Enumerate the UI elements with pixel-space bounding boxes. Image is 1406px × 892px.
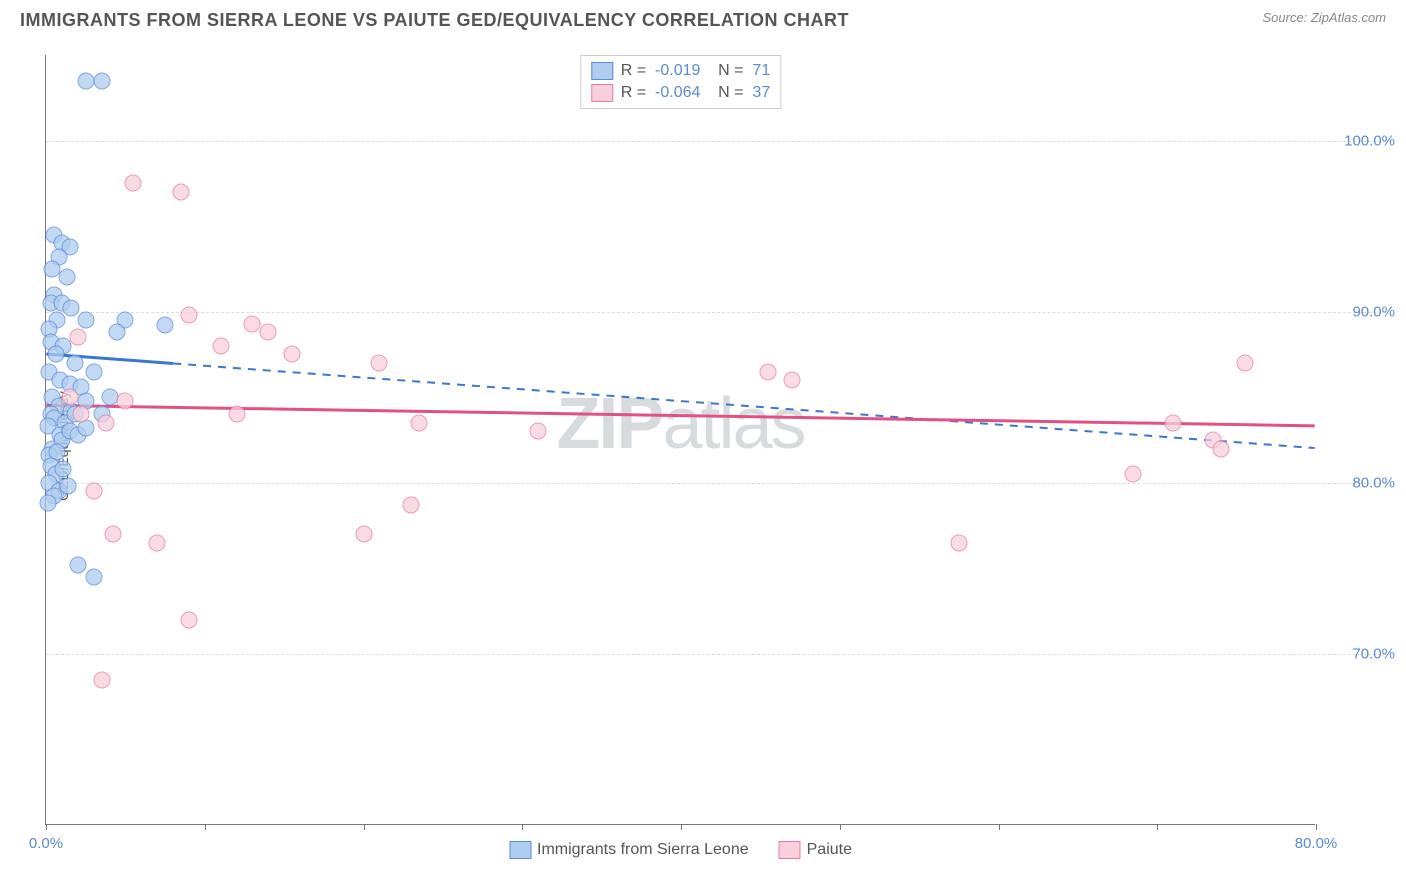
legend-row-series-1: R = -0.019 N = 71 [591, 60, 770, 82]
data-point [1125, 466, 1142, 483]
data-point [93, 72, 110, 89]
data-point [228, 406, 245, 423]
data-point [180, 611, 197, 628]
data-point [55, 461, 72, 478]
data-point [47, 346, 64, 363]
data-point [355, 526, 372, 543]
x-tick [999, 824, 1000, 830]
data-point [39, 495, 56, 512]
chart-title: IMMIGRANTS FROM SIERRA LEONE VS PAIUTE G… [20, 10, 849, 31]
data-point [760, 363, 777, 380]
data-point [93, 671, 110, 688]
trend-lines [46, 55, 1315, 824]
gridline [46, 483, 1386, 484]
gridline [46, 312, 1386, 313]
source-attribution: Source: ZipAtlas.com [1262, 10, 1386, 25]
data-point [66, 355, 83, 372]
data-point [61, 389, 78, 406]
data-point [104, 526, 121, 543]
data-point [63, 300, 80, 317]
data-point [85, 483, 102, 500]
legend-item-series-2: Paiute [779, 841, 852, 859]
data-point [117, 392, 134, 409]
data-point [244, 315, 261, 332]
x-tick [681, 824, 682, 830]
x-tick-label: 80.0% [1295, 835, 1338, 852]
gridline [46, 141, 1386, 142]
y-tick-label: 90.0% [1352, 303, 1395, 320]
swatch-series-2 [591, 84, 613, 102]
data-point [72, 406, 89, 423]
legend-stats-box: R = -0.019 N = 71 R = -0.064 N = 37 [580, 55, 781, 109]
data-point [284, 346, 301, 363]
data-point [157, 317, 174, 334]
data-point [60, 478, 77, 495]
y-tick-label: 80.0% [1352, 474, 1395, 491]
x-tick [1316, 824, 1317, 830]
gridline [46, 654, 1386, 655]
x-tick [364, 824, 365, 830]
x-tick [522, 824, 523, 830]
x-tick [205, 824, 206, 830]
y-tick-label: 70.0% [1352, 645, 1395, 662]
watermark: ZIPatlas [556, 383, 804, 465]
data-point [411, 414, 428, 431]
x-tick [840, 824, 841, 830]
data-point [1212, 440, 1229, 457]
data-point [530, 423, 547, 440]
data-point [950, 534, 967, 551]
data-point [85, 568, 102, 585]
x-tick [46, 824, 47, 830]
data-point [371, 355, 388, 372]
legend-bottom: Immigrants from Sierra Leone Paiute [509, 841, 852, 859]
data-point [109, 324, 126, 341]
swatch-series-2-bottom [779, 841, 801, 859]
data-point [1165, 414, 1182, 431]
x-tick [1157, 824, 1158, 830]
data-point [172, 183, 189, 200]
data-point [69, 329, 86, 346]
data-point [180, 307, 197, 324]
scatter-chart: ZIPatlas R = -0.019 N = 71 R = -0.064 N … [45, 55, 1315, 825]
data-point [77, 72, 94, 89]
x-tick-label: 0.0% [29, 835, 63, 852]
data-point [212, 337, 229, 354]
data-point [77, 312, 94, 329]
data-point [403, 497, 420, 514]
swatch-series-1 [591, 62, 613, 80]
data-point [98, 414, 115, 431]
data-point [58, 269, 75, 286]
data-point [69, 556, 86, 573]
data-point [149, 534, 166, 551]
data-point [1236, 355, 1253, 372]
data-point [125, 175, 142, 192]
data-point [85, 363, 102, 380]
data-point [784, 372, 801, 389]
swatch-series-1-bottom [509, 841, 531, 859]
data-point [260, 324, 277, 341]
data-point [101, 389, 118, 406]
legend-item-series-1: Immigrants from Sierra Leone [509, 841, 749, 859]
legend-row-series-2: R = -0.064 N = 37 [591, 82, 770, 104]
y-tick-label: 100.0% [1344, 132, 1395, 149]
